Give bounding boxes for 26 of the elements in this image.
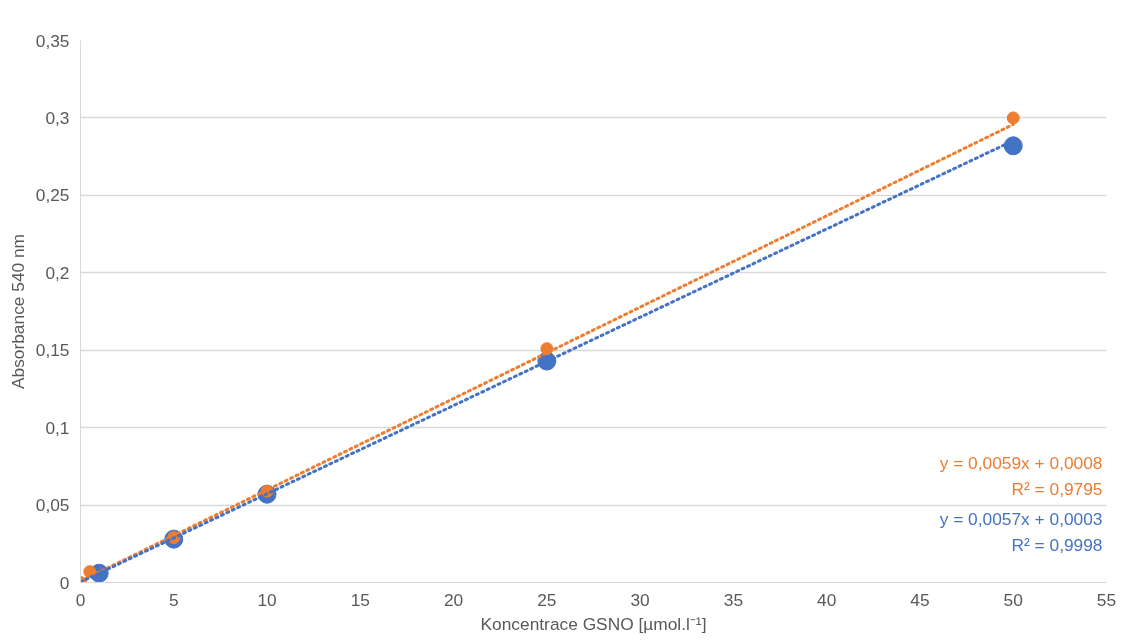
point: [1003, 136, 1023, 156]
x-tick-label: 15: [350, 589, 370, 610]
y-tick-label: 0,1: [45, 417, 70, 438]
point: [1006, 111, 1020, 125]
y-tick-label: 0,05: [35, 495, 70, 516]
annotation: y = 0,0057x + 0,0003 R² = 0,9998: [939, 508, 1103, 555]
y-tick-label: 0,2: [45, 262, 70, 283]
y-tick-label: 0,35: [35, 30, 70, 51]
x-tick-label: 30: [630, 589, 650, 610]
x-tick-label: 20: [443, 589, 464, 610]
x-tick-label: 40: [817, 589, 837, 610]
x-tick-label: 45: [910, 589, 930, 610]
x-tick-label: 55: [1096, 589, 1117, 610]
x-tick-label: 25: [537, 589, 557, 610]
y-axis-title: Absorbance 540 nm: [7, 233, 28, 390]
annotation: y = 0,0059x + 0,0008 R² = 0,9795: [939, 452, 1103, 499]
x-tick-label: 5: [168, 589, 179, 610]
x-tick-label: 50: [1003, 589, 1023, 610]
y-tick-label: 0,25: [35, 185, 70, 206]
x-tick-label: 10: [257, 589, 277, 610]
x-tick-label: 0: [75, 589, 86, 610]
y-tick-label: 0: [59, 572, 70, 593]
x-tick-label: 35: [723, 589, 744, 610]
y-tick-label: 0,15: [35, 340, 70, 361]
x-axis-title: Koncentrace GSNO [µmol.l⁻¹]: [480, 613, 707, 634]
y-tick-label: 0,3: [45, 107, 70, 128]
